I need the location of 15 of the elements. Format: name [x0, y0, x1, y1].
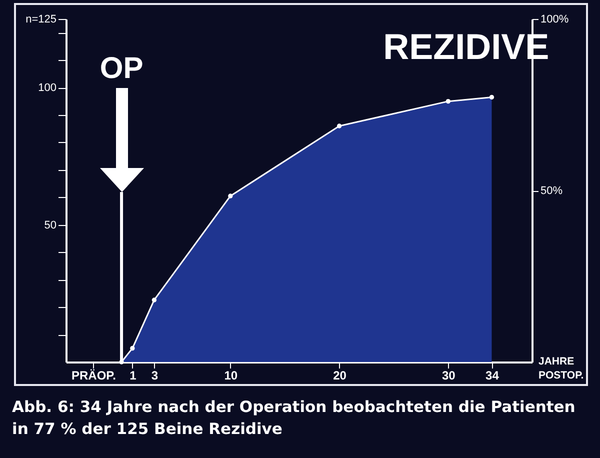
x-tick-label: PRÄOP. [71, 368, 116, 382]
x-tick-label: 1 [130, 368, 137, 382]
y2-tick-label: 100% [540, 14, 569, 26]
ref-line-label: OP [100, 52, 144, 85]
x-tick-label: 3 [151, 368, 158, 382]
y-tick-label: 50 [44, 219, 56, 232]
y2-tick-label: 50% [540, 185, 563, 197]
y-tick-label: 100 [38, 82, 56, 94]
x-tick-label: 20 [333, 368, 347, 382]
x-tick-label: 34 [486, 368, 500, 382]
caption: Abb. 6: 34 Jahre nach der Operation beobachteten die Patienten in 77 % der 125 Beine Rezidive [12, 397, 576, 440]
x-tick-label: 30 [442, 368, 456, 382]
x-axis-title: JAHRE POSTOP. [538, 356, 584, 382]
y-tick-label: n=125 [26, 14, 56, 26]
x-tick-label: 10 [224, 368, 238, 382]
